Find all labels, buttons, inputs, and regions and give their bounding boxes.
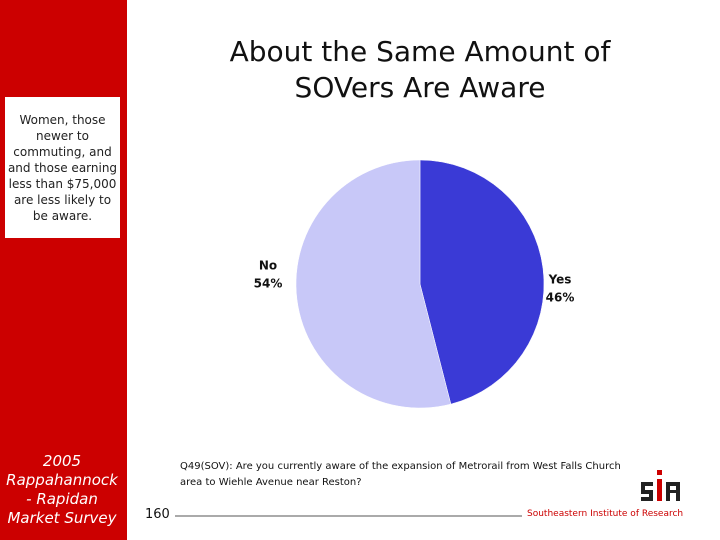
page-number: 160 — [145, 507, 170, 522]
chart-title: About the Same Amount of SOVers Are Awar… — [229, 35, 611, 104]
sidebar-note: Women, those newer to commuting, and and… — [5, 97, 120, 238]
logo — [641, 470, 680, 501]
survey-name: 2005 Rappahannock - Rapidan Market Surve… — [6, 452, 118, 527]
slice-label: Yes — [548, 273, 572, 287]
question-text: Q49(SOV): Are you currently aware of the… — [180, 461, 621, 488]
slice-value-label: 46% — [546, 291, 575, 305]
pie-slice — [419, 159, 545, 405]
org-name: Southeastern Institute of Research — [527, 509, 684, 519]
pie-slice — [295, 159, 452, 409]
slice-value-label: 54% — [254, 277, 283, 291]
sidebar — [0, 0, 127, 540]
slice-label: No — [259, 259, 277, 273]
